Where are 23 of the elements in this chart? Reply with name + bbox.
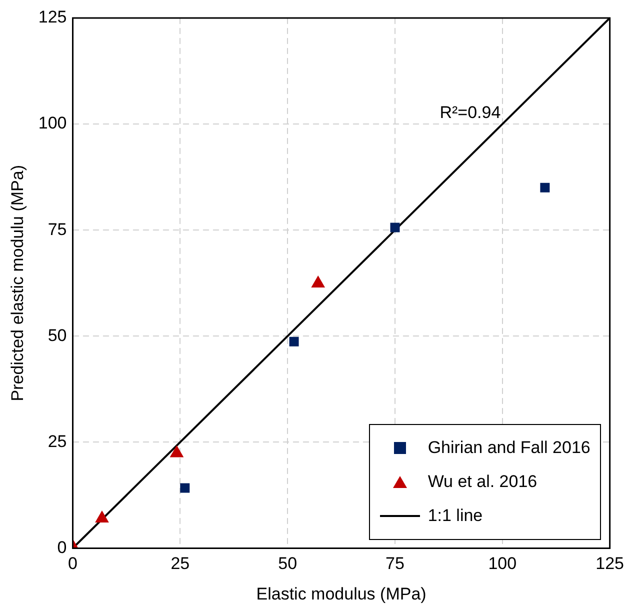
y-axis-title: Predicted elastic modulu (MPa) — [8, 164, 27, 402]
y-tick-label: 75 — [48, 220, 67, 239]
y-tick-label: 100 — [38, 114, 67, 133]
x-tick-label: 50 — [278, 554, 298, 574]
point — [312, 276, 325, 288]
x-tick-label: 75 — [386, 554, 404, 574]
x-tick-label: 125 — [596, 554, 624, 574]
point — [170, 446, 184, 458]
point — [289, 336, 299, 346]
legend-label: Wu et al. 2016 — [428, 472, 538, 492]
point — [390, 222, 400, 232]
legend-label: 1:1 line — [428, 506, 483, 526]
annotation: R²=0.94 — [440, 103, 501, 122]
point — [540, 182, 550, 192]
y-tick-label: 125 — [38, 8, 67, 27]
x-tick-label: 100 — [488, 554, 517, 574]
y-tick-label: 50 — [48, 326, 67, 345]
legend-label: Ghirian and Fall 2016 — [428, 438, 590, 458]
y-tick-label: 0 — [57, 538, 67, 557]
y-tick-label: 25 — [48, 432, 67, 451]
x-axis-title: Elastic modulus (MPa) — [256, 584, 426, 604]
point — [95, 511, 109, 523]
x-tick-label: 25 — [170, 554, 190, 574]
